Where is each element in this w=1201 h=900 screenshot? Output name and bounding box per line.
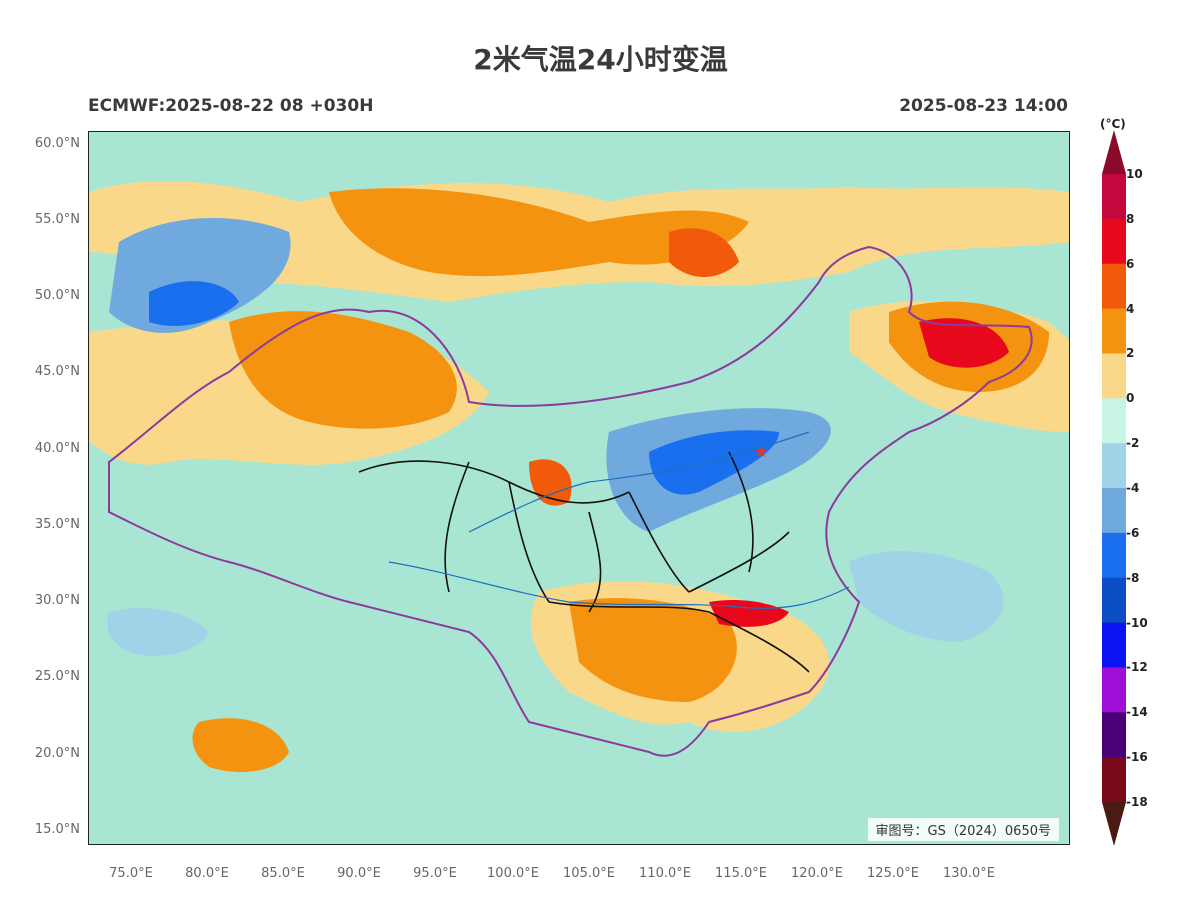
colorbar-segment bbox=[1102, 488, 1126, 534]
colorbar-segment bbox=[1102, 443, 1126, 489]
colorbar-segment bbox=[1102, 174, 1126, 220]
colorbar-tick-label: -4 bbox=[1126, 481, 1140, 495]
colorbar-tick-label: -2 bbox=[1126, 436, 1140, 451]
lon-label: 110.0°E bbox=[639, 866, 691, 881]
lat-label: 50.0°N bbox=[34, 288, 80, 303]
temperature-change-map: ★ 审图号：GS（2024）0650号 bbox=[88, 131, 1070, 845]
colorbar-tick-label: 8 bbox=[1126, 211, 1135, 226]
colorbar-tick-label: -6 bbox=[1126, 525, 1140, 540]
colorbar-tick-label: 2 bbox=[1126, 346, 1135, 361]
lon-label: 75.0°E bbox=[109, 866, 153, 881]
colorbar-segment bbox=[1102, 353, 1126, 399]
cool-area-southwest bbox=[107, 608, 209, 656]
very-hot-spot-2 bbox=[919, 318, 1009, 368]
colorbar-segment bbox=[1102, 218, 1126, 265]
very-hot-spot-1 bbox=[669, 228, 739, 277]
model-run-label: ECMWF:2025-08-22 08 +030H bbox=[88, 96, 374, 116]
national-border bbox=[108, 245, 1033, 757]
colorbar-top-triangle bbox=[1102, 130, 1126, 174]
cool-area-east-sea bbox=[849, 551, 1004, 642]
lat-label: 55.0°N bbox=[34, 212, 80, 227]
lon-label: 115.0°E bbox=[715, 866, 767, 881]
colorbar-tick-label: 10 bbox=[1126, 167, 1143, 181]
colorbar-bottom-triangle bbox=[1102, 802, 1126, 846]
province-borders bbox=[358, 451, 810, 673]
lon-label: 125.0°E bbox=[867, 866, 919, 881]
lon-label: 90.0°E bbox=[337, 866, 381, 881]
colorbar-tick-label: 4 bbox=[1126, 301, 1135, 316]
lon-label: 130.0°E bbox=[943, 866, 995, 881]
lat-label: 25.0°N bbox=[34, 669, 80, 684]
cool-area-west-core bbox=[149, 281, 239, 326]
lat-label: 60.0°N bbox=[34, 136, 80, 151]
river-yangtze bbox=[388, 561, 850, 609]
lat-label: 20.0°N bbox=[34, 746, 80, 761]
beijing-star-icon: ★ bbox=[754, 442, 769, 461]
lon-label: 100.0°E bbox=[487, 866, 539, 881]
lat-label: 40.0°N bbox=[34, 441, 80, 456]
colorbar-tick-label: -8 bbox=[1126, 570, 1140, 585]
colorbar-segment bbox=[1102, 398, 1126, 444]
hot-area-south bbox=[569, 598, 737, 702]
lon-label: 80.0°E bbox=[185, 866, 229, 881]
colorbar-tick-label: -16 bbox=[1126, 750, 1148, 765]
colorbar-tick-label: 0 bbox=[1126, 391, 1135, 406]
colorbar-tick-label: -18 bbox=[1126, 795, 1148, 809]
lat-label: 35.0°N bbox=[34, 517, 80, 532]
colorbar-tick-label: -12 bbox=[1126, 660, 1148, 675]
map-canvas bbox=[89, 132, 1069, 844]
map-approval-number: 审图号：GS（2024）0650号 bbox=[867, 818, 1059, 841]
lat-label: 15.0°N bbox=[34, 822, 80, 837]
colorbar bbox=[1102, 130, 1126, 846]
very-hot-spot-3 bbox=[529, 459, 572, 506]
colorbar-segment bbox=[1102, 622, 1126, 668]
colorbar-segment bbox=[1102, 757, 1126, 803]
lon-label: 120.0°E bbox=[791, 866, 843, 881]
lon-label: 85.0°E bbox=[261, 866, 305, 881]
colorbar-tick-label: -10 bbox=[1126, 615, 1148, 630]
colorbar-segment bbox=[1102, 712, 1126, 758]
lon-label: 95.0°E bbox=[413, 866, 457, 881]
river-yellow bbox=[468, 431, 810, 533]
chart-title: 2米气温24小时变温 bbox=[473, 43, 728, 76]
colorbar-segment bbox=[1102, 532, 1126, 579]
colorbar-segment bbox=[1102, 263, 1126, 310]
colorbar-tick-label: 6 bbox=[1126, 256, 1135, 271]
colorbar-segment bbox=[1102, 577, 1126, 624]
colorbar-tick-label: -14 bbox=[1126, 705, 1148, 720]
cold-core-north-china bbox=[649, 430, 779, 495]
hot-area-mongolia bbox=[329, 188, 749, 277]
valid-time-label: 2025-08-23 14:00 bbox=[899, 96, 1068, 116]
lat-label: 30.0°N bbox=[34, 593, 80, 608]
colorbar-segment bbox=[1102, 667, 1126, 713]
hot-area-xinjiang bbox=[229, 311, 457, 429]
hot-area-tibet bbox=[192, 718, 289, 772]
lon-label: 105.0°E bbox=[563, 866, 615, 881]
lat-label: 45.0°N bbox=[34, 364, 80, 379]
colorbar-segment bbox=[1102, 308, 1126, 354]
colorbar-unit: (°C) bbox=[1100, 117, 1126, 131]
